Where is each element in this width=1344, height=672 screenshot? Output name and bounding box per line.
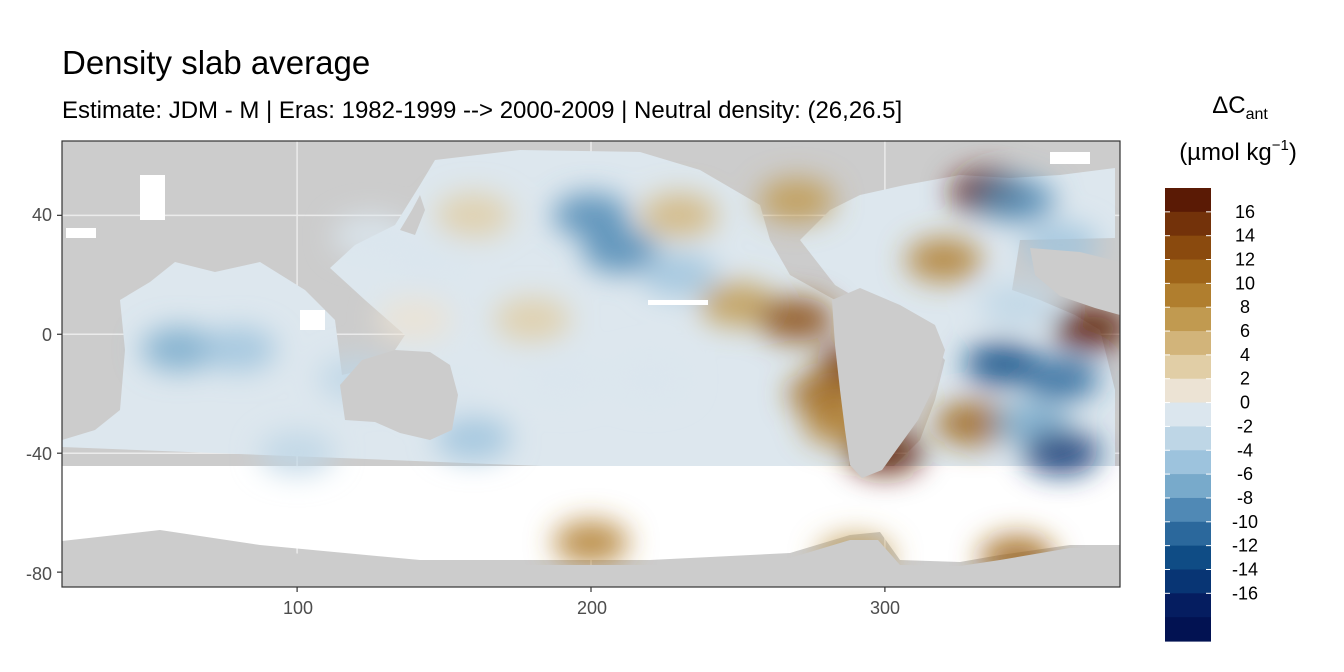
gap-patch — [300, 310, 325, 330]
legend-label: 8 — [1240, 297, 1250, 317]
y-tick-label: 40 — [32, 205, 52, 225]
legend-swatch — [1165, 569, 1211, 594]
field-cell — [582, 229, 659, 274]
field-cell — [611, 356, 688, 401]
y-tick-label: 0 — [42, 325, 52, 345]
field-cell — [141, 327, 218, 372]
legend-swatch — [1165, 521, 1211, 547]
land-masses — [62, 195, 1120, 587]
field-cell — [435, 416, 512, 461]
field-cell — [1023, 356, 1100, 401]
legend-label: -6 — [1237, 464, 1253, 484]
legend-label: 10 — [1235, 273, 1255, 293]
legend-label: -16 — [1232, 583, 1258, 603]
gap-patch — [66, 228, 96, 238]
field-cell — [494, 297, 571, 342]
legend-label: 14 — [1235, 226, 1255, 246]
legend-label: -2 — [1237, 416, 1253, 436]
field-cell — [964, 342, 1041, 386]
missing-data-gaps — [66, 152, 1090, 330]
legend-labels: 16 14 12 10 8 6 4 2 0 -2 -4 -6 -8 -10 -12 -14 -16 — [1165, 202, 1258, 603]
legend-swatch — [1165, 188, 1211, 213]
antarctica-land — [62, 535, 1120, 587]
field-cell — [332, 214, 409, 259]
legend-swatch — [1165, 497, 1211, 523]
legend-label: 6 — [1240, 321, 1250, 341]
legend-title: ΔCant — [1212, 92, 1268, 123]
southern-ocean-band — [62, 466, 1120, 562]
legend-swatch — [1165, 450, 1211, 475]
legend-swatch — [1165, 617, 1211, 642]
field-cell — [758, 297, 835, 342]
legend-swatch — [1165, 307, 1211, 332]
japan-land — [400, 195, 425, 235]
legend-label: -8 — [1237, 488, 1253, 508]
color-legend: ΔCant (µmol kg−1) 16 14 12 10 8 6 4 2 0 -2 -4 -6 -8 -… — [1165, 92, 1297, 642]
field-cell — [553, 193, 629, 238]
field-cell — [435, 193, 512, 238]
south-america-land — [832, 288, 945, 478]
legend-swatch — [1165, 354, 1211, 380]
field-cell — [641, 193, 718, 238]
legend-colorbar — [1165, 188, 1211, 642]
legend-label: 16 — [1235, 202, 1255, 222]
legend-unit: (µmol kg−1) — [1179, 137, 1297, 166]
field-cell — [200, 327, 277, 372]
legend-label: -10 — [1232, 512, 1258, 532]
legend-label: 0 — [1240, 393, 1250, 413]
x-tick-label: 200 — [577, 598, 607, 618]
field-cell — [935, 401, 1012, 446]
chart-title: Density slab average — [62, 44, 370, 81]
australia-land — [340, 350, 458, 440]
legend-swatch — [1165, 426, 1211, 451]
chart-subtitle: Estimate: JDM - M | Eras: 1982-1999 --> … — [62, 97, 902, 124]
gap-patch — [140, 175, 165, 220]
x-axis: 100 200 300 — [283, 598, 900, 618]
legend-swatch — [1165, 259, 1211, 284]
x-tick-label: 100 — [283, 598, 313, 618]
field-cell — [553, 520, 629, 565]
field-cell — [905, 237, 982, 282]
y-tick-label: -40 — [26, 444, 52, 464]
gap-patch — [648, 300, 708, 305]
legend-swatch — [1165, 593, 1211, 618]
legend-swatch — [1165, 331, 1211, 356]
field-cell — [758, 178, 835, 223]
axis-ticks — [57, 214, 886, 592]
x-tick-label: 300 — [870, 598, 900, 618]
field-cell — [979, 178, 1056, 223]
field-cell — [699, 282, 776, 327]
field-cell — [376, 297, 453, 342]
y-axis: 40 0 -40 -80 — [26, 205, 52, 584]
legend-swatch — [1165, 545, 1211, 571]
field-cell — [641, 252, 718, 297]
legend-swatch — [1165, 402, 1211, 428]
legend-swatch — [1165, 474, 1211, 499]
legend-label: 4 — [1240, 345, 1250, 365]
field-cell — [979, 282, 1056, 327]
legend-swatch — [1165, 378, 1211, 404]
legend-label: -14 — [1232, 559, 1258, 579]
legend-swatch — [1165, 235, 1211, 261]
legend-label: 2 — [1240, 369, 1250, 389]
y-tick-label: -80 — [26, 564, 52, 584]
field-cell — [1052, 306, 1120, 351]
field-cell — [1023, 431, 1100, 476]
legend-label: -4 — [1237, 440, 1253, 460]
legend-label: -12 — [1232, 536, 1258, 556]
map-panel — [62, 141, 1120, 587]
legend-label: 12 — [1235, 250, 1255, 270]
africa-land — [1030, 248, 1120, 315]
field-cell — [259, 431, 336, 476]
gap-patch — [1050, 152, 1090, 164]
field-cell — [523, 356, 600, 401]
legend-swatch — [1165, 211, 1211, 237]
legend-swatch — [1165, 283, 1211, 308]
field-cell — [391, 237, 468, 282]
